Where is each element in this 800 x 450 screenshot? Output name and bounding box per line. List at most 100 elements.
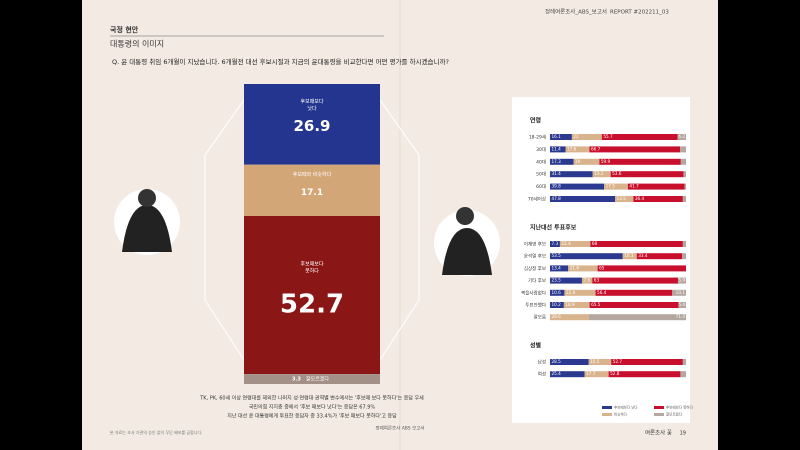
value-label: 47.8 xyxy=(552,196,562,201)
row-label: 기타 후보 xyxy=(528,277,546,284)
value-label: 10.3 xyxy=(624,253,634,258)
section: 국정 현안 xyxy=(110,25,139,34)
bar-segment xyxy=(682,253,686,260)
footer-center: 정례여론조사 ABS 보고서 xyxy=(375,425,424,432)
legend-label: 후보때보다 낫다 xyxy=(614,405,638,410)
segment-value: 26.9 xyxy=(293,117,330,135)
bar-segment xyxy=(684,183,686,190)
bar-segment xyxy=(244,164,380,216)
value-label: 63 xyxy=(594,278,600,283)
bar-segment xyxy=(550,253,623,260)
value-label: 21.6 xyxy=(570,265,580,270)
bar-segment xyxy=(615,196,634,202)
bar-segment xyxy=(604,183,628,190)
row-label: 30대 xyxy=(536,146,546,153)
note: TK, PK, 60세 이상 연령대를 제외한 나머지 성·연령대·권역별 변수… xyxy=(199,395,424,402)
value-label: 36.4 xyxy=(635,196,645,201)
segment-label: 후보때보다 xyxy=(300,98,323,105)
value-label: 22 xyxy=(573,134,579,139)
value-label: 16.5 xyxy=(590,359,600,364)
bar-segment xyxy=(550,183,605,190)
value-label: 68 xyxy=(592,241,598,246)
bar-segment xyxy=(597,265,686,272)
bar-segment xyxy=(550,314,589,321)
photo-head xyxy=(138,189,156,207)
value-label: 11.4 xyxy=(552,146,562,151)
value-label: 52.8 xyxy=(610,371,620,376)
bar-segment xyxy=(636,253,683,260)
bar-segment xyxy=(672,289,686,296)
value-label: 66.7 xyxy=(591,146,601,151)
row-label: 남성 xyxy=(538,359,546,366)
question: Q. 윤 대통령 취임 6개월이 지났습니다. 6개월전 대선 후보시절과 지금… xyxy=(112,57,449,66)
value-label: 41.7 xyxy=(629,184,639,189)
note: 지난 대선 윤 대통령에게 투표한 응답자 중 33.4%가 '후보 때보다 못… xyxy=(227,413,397,420)
legend-label: 잘모르겠다 xyxy=(666,412,683,417)
bar-segment xyxy=(682,196,686,202)
bar-segment xyxy=(682,359,686,365)
value-label: 13.2 xyxy=(594,171,604,176)
row-label: 40대 xyxy=(536,158,546,165)
bar-segment xyxy=(550,289,565,296)
value-label: 52.7 xyxy=(613,359,623,364)
value-label: 55.7 xyxy=(603,134,613,139)
segment-value: 17.1 xyxy=(301,188,323,198)
bar-segment xyxy=(550,196,616,202)
bar-segment xyxy=(571,134,602,140)
value-label: 13.4 xyxy=(552,265,562,270)
bar-segment xyxy=(622,253,637,260)
bar-segment xyxy=(588,314,686,321)
bar-segment xyxy=(680,146,686,153)
segment-value: 3.3 xyxy=(292,377,301,383)
photo-figure xyxy=(122,205,172,252)
connector-left xyxy=(204,99,245,361)
value-label: 23.5 xyxy=(552,278,562,283)
value-label: 65.5 xyxy=(591,302,601,307)
bar-segment xyxy=(627,183,685,190)
bar-segment xyxy=(680,158,686,165)
segment-label: 후보때와 비슷하다 xyxy=(293,171,332,178)
value-label: 28.6 xyxy=(552,314,562,319)
value-label: 31.4 xyxy=(552,171,562,176)
row-label: 60대 xyxy=(536,183,546,190)
value-label: 5.9 xyxy=(678,278,685,283)
bar-segment xyxy=(550,302,564,308)
bar-segment xyxy=(550,359,589,365)
legend-label: 비슷하다 xyxy=(614,412,628,417)
group-title: 지난대선 투표후보 xyxy=(530,224,577,232)
bar-segment xyxy=(244,216,380,375)
bar-segment xyxy=(244,374,380,384)
segment-label: 잘모르겠다 xyxy=(306,376,329,383)
row-label: 윤석열 후보 xyxy=(524,253,546,260)
bar-segment xyxy=(244,84,380,165)
photo-figure xyxy=(442,228,492,275)
page-number: 19 xyxy=(680,431,686,437)
value-label: 18.9 xyxy=(565,302,575,307)
row-label: 찍을사람없다 xyxy=(521,289,547,296)
bar-segment xyxy=(550,134,572,140)
value-label: 56.4 xyxy=(597,290,607,295)
bar-segment xyxy=(550,241,560,247)
value-label: 6.2 xyxy=(678,134,685,139)
photo-head xyxy=(456,207,474,225)
row-label: 70세이상 xyxy=(528,196,546,203)
bar-segment xyxy=(568,265,598,272)
value-label: 17.5 xyxy=(606,184,616,189)
bar-segment xyxy=(599,158,681,165)
subtitle: 대통령의 이미지 xyxy=(110,39,164,49)
value-label: 22.4 xyxy=(561,241,571,246)
value-label: 65 xyxy=(599,265,605,270)
bar-segment xyxy=(682,241,686,247)
bar-segment xyxy=(590,241,683,247)
bar-segment xyxy=(592,171,611,178)
value-label: 10.1 xyxy=(676,290,686,295)
value-label: 16.1 xyxy=(552,134,562,139)
bar-segment xyxy=(563,302,590,308)
segment-value: 52.7 xyxy=(280,290,344,320)
bar-segment xyxy=(589,146,681,153)
note: 국민의힘 지지층 중에서 '후보 때보다 낫다'는 응답은 67.9% xyxy=(249,404,376,411)
value-label: 13.5 xyxy=(617,196,627,201)
